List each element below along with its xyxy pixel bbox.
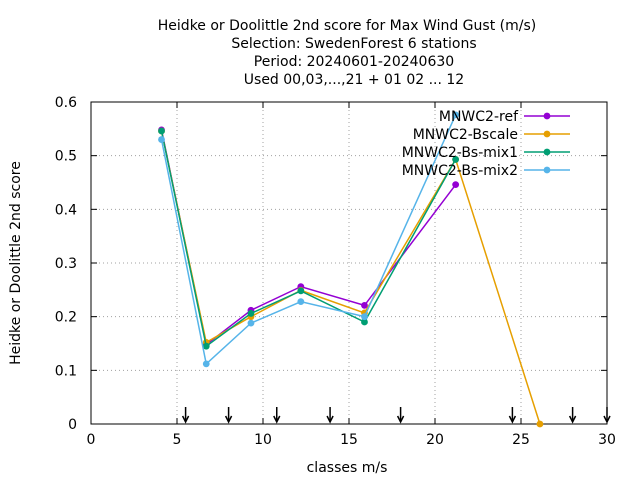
series-line [160,130,457,348]
y-tick-label: 0.5 [55,149,77,165]
class-marker-arrowhead [273,415,281,424]
y-tick-label: 0.6 [55,95,77,111]
grid [91,102,607,424]
y-tick-label: 0.2 [55,310,77,326]
data-point [452,111,460,119]
class-marker-arrowhead [508,415,517,424]
y-tick-label: 0 [68,417,77,433]
series-line [160,114,457,366]
title-line-2: Selection: SwedenForest 6 stations [231,36,476,52]
title-line-3: Period: 20240601-20240630 [254,54,454,70]
data-point [452,156,460,163]
class-marker-arrowhead [568,415,577,424]
tick-labels: 0 5 10 15 20 25 30 0 0.1 0.2 0.3 0.4 0.5 0.6 [55,95,616,448]
legend-marker [543,112,551,120]
data-point [158,136,165,143]
class-marker-arrowhead [181,415,190,424]
data-point [247,319,255,327]
data-point [361,313,368,321]
y-tick-label: 0.3 [55,256,77,272]
x-tick-label: 25 [512,432,530,448]
data-point [247,310,255,317]
data-point [536,420,544,428]
x-axis-label: classes m/s [307,460,388,476]
legend-label: MNWC2-Bs-mix2 [402,163,518,179]
legend-label: MNWC2-Bs-mix1 [402,145,518,161]
title-line-4: Used 00,03,...,21 + 01 02 ... 12 [244,72,464,88]
x-tick-label: 30 [598,432,616,448]
series-MNWC2-Bs-mix1 [158,127,460,350]
x-tick-label: 20 [426,432,444,448]
data-point [202,342,210,350]
legend-marker [543,148,551,156]
class-marker-arrowhead [603,415,611,424]
data-point [361,318,368,326]
data-point [297,287,305,295]
legend: MNWC2-ref MNWC2-Bscale MNWC2-Bs-mix1 MNWC2-… [402,109,570,179]
title-line-1: Heidke or Doolittle 2nd score for Max Wi… [158,18,536,34]
x-tick-label: 15 [340,432,358,448]
data-point [297,298,305,306]
x-tick-label: 10 [254,432,272,448]
legend-marker [543,166,551,174]
y-tick-label: 0.1 [55,363,77,379]
series-MNWC2-Bs-mix2 [158,111,460,368]
x-tick-label: 0 [87,432,96,448]
legend-label: MNWC2-ref [439,109,519,125]
class-marker-arrowhead [326,415,334,424]
y-axis-label: Heidke or Doolittle 2nd score [8,161,24,365]
data-point [202,360,210,368]
legend-marker [543,130,551,138]
axes [90,101,608,425]
chart-title: Heidke or Doolittle 2nd score for Max Wi… [158,18,536,88]
data-point [158,127,165,135]
class-markers [181,407,611,424]
class-marker-arrowhead [396,415,405,424]
y-tick-label: 0.4 [55,202,77,218]
class-marker-arrowhead [224,415,233,424]
series-group [158,111,544,428]
legend-label: MNWC2-Bscale [413,127,518,143]
data-point [361,301,368,309]
data-point [452,181,460,189]
x-tick-label: 5 [173,432,182,448]
